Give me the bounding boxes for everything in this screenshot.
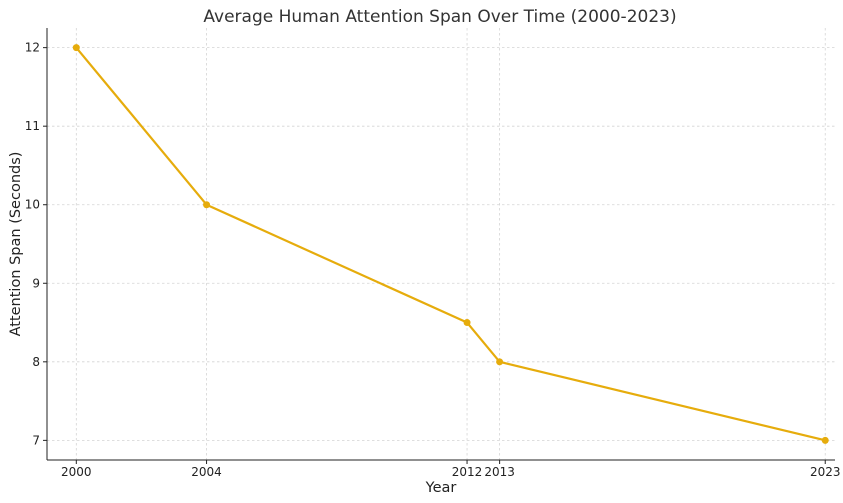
- axes: [46, 28, 835, 461]
- series: [72, 44, 829, 444]
- y-tick-label: 12: [25, 41, 40, 55]
- x-tick-label: 2023: [810, 465, 841, 479]
- y-tick-label: 7: [32, 433, 40, 447]
- data-point: [821, 436, 829, 444]
- data-point: [72, 44, 80, 52]
- grid: [47, 28, 835, 460]
- data-point: [203, 201, 211, 209]
- ticks: 2000 2004 2012 2013 2023 7 8 9 10 11 12: [25, 41, 841, 479]
- x-tick-label: 2004: [191, 465, 222, 479]
- x-tick-label: 2013: [484, 465, 515, 479]
- y-tick-label: 10: [25, 198, 40, 212]
- data-point: [463, 319, 471, 327]
- x-axis-title: Year: [425, 480, 457, 496]
- y-axis-title: Attention Span (Seconds): [8, 152, 24, 337]
- y-tick-label: 11: [25, 119, 40, 133]
- chart-title: Average Human Attention Span Over Time (…: [203, 7, 676, 27]
- y-tick-label: 8: [32, 355, 40, 369]
- y-tick-label: 9: [32, 276, 40, 290]
- x-tick-label: 2000: [61, 465, 92, 479]
- x-tick-label: 2012: [452, 465, 483, 479]
- data-point: [496, 358, 504, 366]
